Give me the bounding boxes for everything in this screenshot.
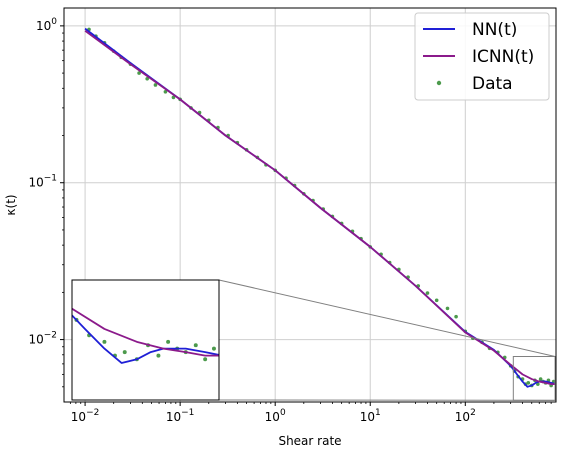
data-point	[122, 350, 127, 355]
legend-frame	[414, 12, 550, 101]
zoom-indicator	[218, 279, 556, 401]
legend-label: NN(t)	[472, 20, 517, 40]
data-point	[193, 343, 198, 348]
legend-swatch	[436, 80, 442, 86]
inset-series	[72, 307, 219, 364]
inset-plot	[71, 279, 220, 401]
series-line-icnnt	[72, 307, 219, 357]
data-point	[166, 339, 171, 344]
legend-label: Data	[472, 74, 513, 94]
zoom-connector	[218, 279, 556, 357]
zoom-region	[512, 356, 556, 401]
plot-frame	[63, 7, 557, 403]
legend: NN(t) ICNN(t) Data	[414, 12, 550, 101]
data-point	[425, 291, 430, 295]
data-point	[538, 377, 543, 381]
plot-series	[84, 27, 556, 388]
data-point	[434, 298, 439, 303]
series-line-icnnt	[84, 30, 556, 386]
legend-label: ICNN(t)	[472, 47, 534, 67]
data-point	[153, 83, 158, 87]
data-point	[137, 71, 141, 75]
inset-background	[72, 280, 219, 400]
data-point	[454, 314, 458, 319]
series-line-nnt	[72, 314, 219, 364]
data-point	[171, 95, 176, 100]
x-axis-label: Shear rate	[278, 434, 341, 448]
data-point	[526, 381, 531, 385]
data-point	[145, 76, 149, 81]
inset-frame	[71, 279, 220, 401]
data-point	[156, 353, 161, 358]
y-axis-label: κ(t)	[4, 194, 18, 215]
data-point	[102, 339, 107, 344]
data-point	[203, 357, 208, 362]
data-point	[163, 89, 168, 94]
data-point	[445, 306, 450, 311]
data-point	[211, 346, 216, 351]
